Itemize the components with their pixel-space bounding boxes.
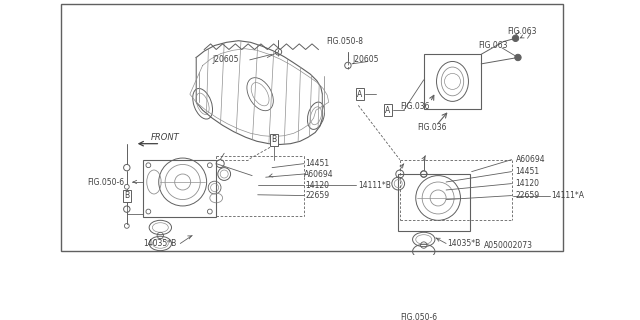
- Text: FRONT: FRONT: [151, 133, 179, 142]
- Text: FIG.050-8: FIG.050-8: [326, 37, 364, 46]
- Text: 14111*A: 14111*A: [552, 191, 584, 200]
- Text: FIG.063: FIG.063: [478, 41, 508, 50]
- Text: FIG.036: FIG.036: [417, 123, 447, 132]
- Circle shape: [515, 54, 521, 61]
- Text: 22659: 22659: [516, 191, 540, 200]
- Text: B: B: [271, 135, 276, 144]
- Text: B: B: [124, 191, 129, 200]
- Bar: [143, 160, 216, 217]
- Text: A050002073: A050002073: [484, 241, 532, 250]
- Text: 14035*B: 14035*B: [143, 239, 176, 248]
- Text: A: A: [357, 90, 362, 99]
- Text: 14120: 14120: [516, 179, 540, 188]
- Text: FIG.050-6: FIG.050-6: [400, 313, 437, 320]
- Text: 14451: 14451: [516, 167, 540, 176]
- Text: J20605: J20605: [352, 55, 378, 64]
- Text: 14035*B: 14035*B: [448, 239, 481, 248]
- Bar: [398, 174, 470, 231]
- Text: J20605: J20605: [212, 55, 239, 64]
- Text: 22659: 22659: [306, 191, 330, 200]
- Circle shape: [513, 35, 519, 42]
- Bar: [424, 54, 481, 108]
- Text: 14120: 14120: [306, 181, 330, 190]
- Text: FIG.036: FIG.036: [400, 102, 429, 111]
- Text: FIG.050-6: FIG.050-6: [87, 178, 124, 187]
- Text: A60694: A60694: [516, 155, 545, 164]
- Text: 14451: 14451: [306, 159, 330, 168]
- Text: FIG.063: FIG.063: [508, 28, 537, 36]
- Text: A60694: A60694: [304, 170, 333, 179]
- Text: A: A: [385, 106, 390, 115]
- Text: 14111*B: 14111*B: [358, 181, 391, 190]
